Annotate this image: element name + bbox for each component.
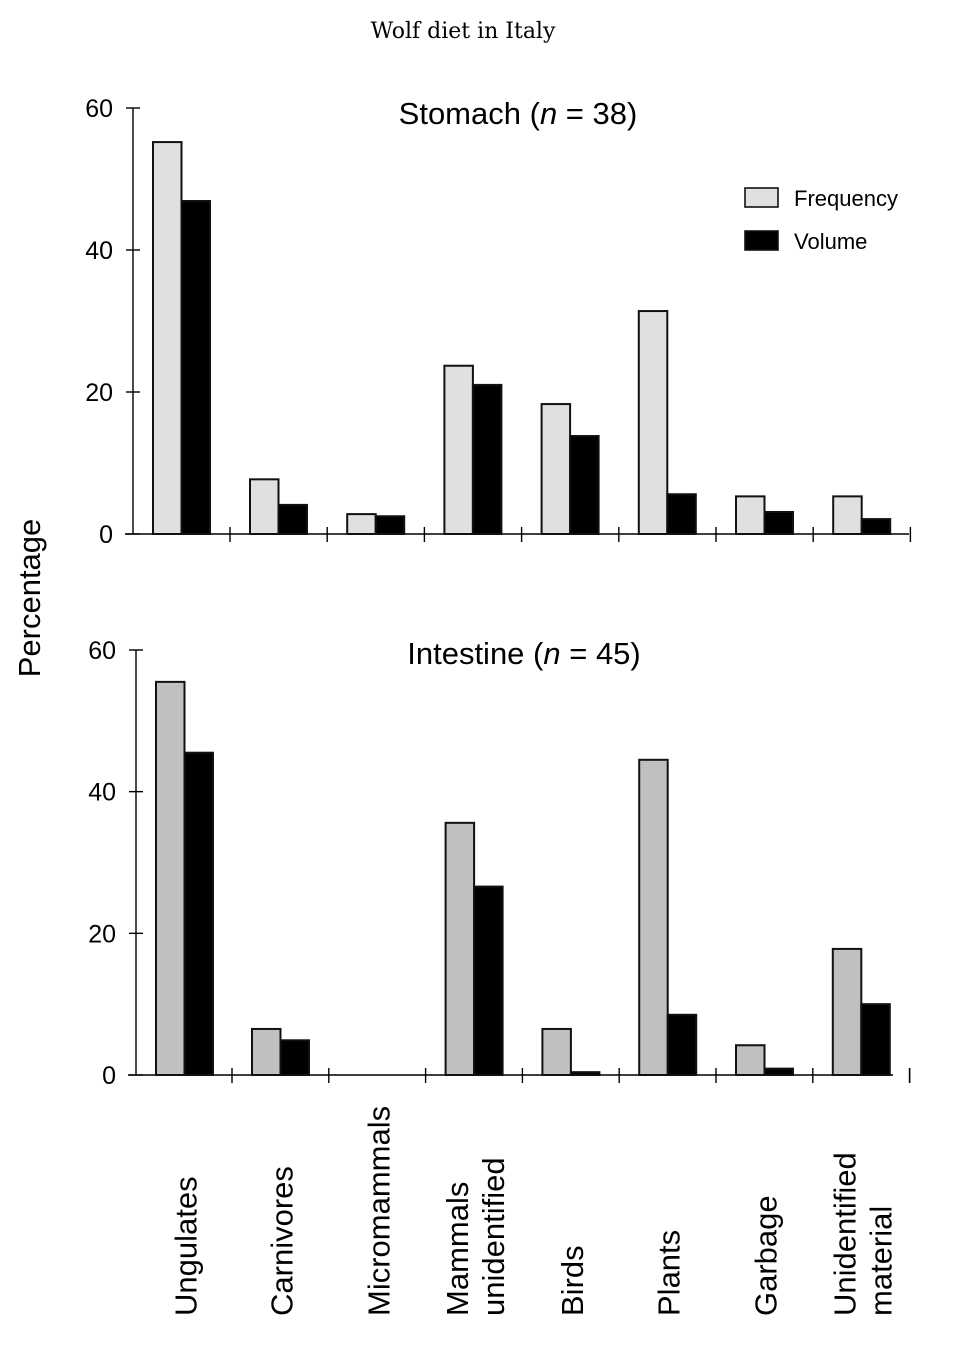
y-tick-label: 40 [88,779,116,807]
y-tick-label: 60 [88,637,116,665]
category-label: Mammals [440,1182,475,1316]
legend-swatch-volume [744,230,779,251]
volume-bar [569,1071,601,1076]
category-label: Plants [652,1230,687,1316]
category-label: material [863,1206,898,1316]
panel-title: Stomach (n = 38) [399,96,638,131]
legend-label-volume: Volume [794,229,867,254]
volume-bar [279,1039,310,1076]
frequency-bar [155,680,186,1076]
category-label: Ungulates [169,1176,204,1316]
volume-bar [473,885,504,1076]
panel-title: Intestine (n = 45) [407,636,641,671]
y-tick-label: 60 [85,95,113,123]
category-label: Birds [555,1245,590,1316]
y-tick-label: 40 [85,237,113,265]
volume-bar [183,751,214,1076]
volume-bar [277,503,308,536]
frequency-bar [540,403,572,535]
category-label: Carnivores [265,1166,300,1316]
legend-swatch-frequency [744,187,779,208]
volume-bar [860,1003,891,1077]
y-axis-label: Percentage [12,519,47,678]
y-tick-label: 0 [99,521,113,549]
frequency-bar [249,478,280,535]
legend: Frequency Volume [744,186,898,254]
category-label: unidentified [476,1157,511,1316]
y-tick-label: 20 [85,379,113,407]
frequency-bar [443,364,474,536]
stomach-panel: Stomach (n = 38) 0 20 40 60 [85,95,912,549]
volume-bar [763,510,794,535]
volume-bar [763,1067,794,1076]
y-tick-label: 0 [102,1062,116,1090]
volume-bar [666,493,697,535]
frequency-bar [346,513,377,535]
frequency-bar [251,1027,282,1077]
frequency-bar [152,141,183,536]
panel-title-suffix: = 45) [561,636,641,671]
frequency-bar [637,310,669,535]
frequency-bar [831,947,863,1077]
volume-bar [860,518,892,536]
legend-label-frequency: Frequency [794,186,898,211]
volume-bar [374,515,406,535]
frequency-bar [832,495,863,535]
volume-bar [471,383,503,535]
panel-title-variable: n [540,96,557,131]
volume-bar [666,1013,698,1077]
frequency-bar [541,1027,572,1077]
frequency-bar [638,758,669,1077]
panel-title-prefix: Intestine ( [407,636,544,671]
frequency-bar [735,1044,766,1076]
panel-title-prefix: Stomach ( [399,96,541,131]
frequency-bar [444,821,476,1076]
category-label: Micromammals [361,1106,396,1316]
category-labels: Ungulates Carnivores Micromammals Mammals un… [169,1106,899,1316]
category-label: Unidentified [827,1152,862,1316]
volume-bar [569,435,600,535]
chart-title: Wolf diet in Italy [371,19,556,44]
panel-title-variable: n [543,636,560,671]
y-tick-label: 20 [88,920,116,948]
frequency-bar [735,495,766,535]
volume-bar [180,200,211,535]
category-label: Garbage [749,1195,784,1316]
panel-title-suffix: = 38) [557,96,637,131]
intestine-panel: Intestine (n = 45) 0 20 40 60 [88,636,911,1090]
